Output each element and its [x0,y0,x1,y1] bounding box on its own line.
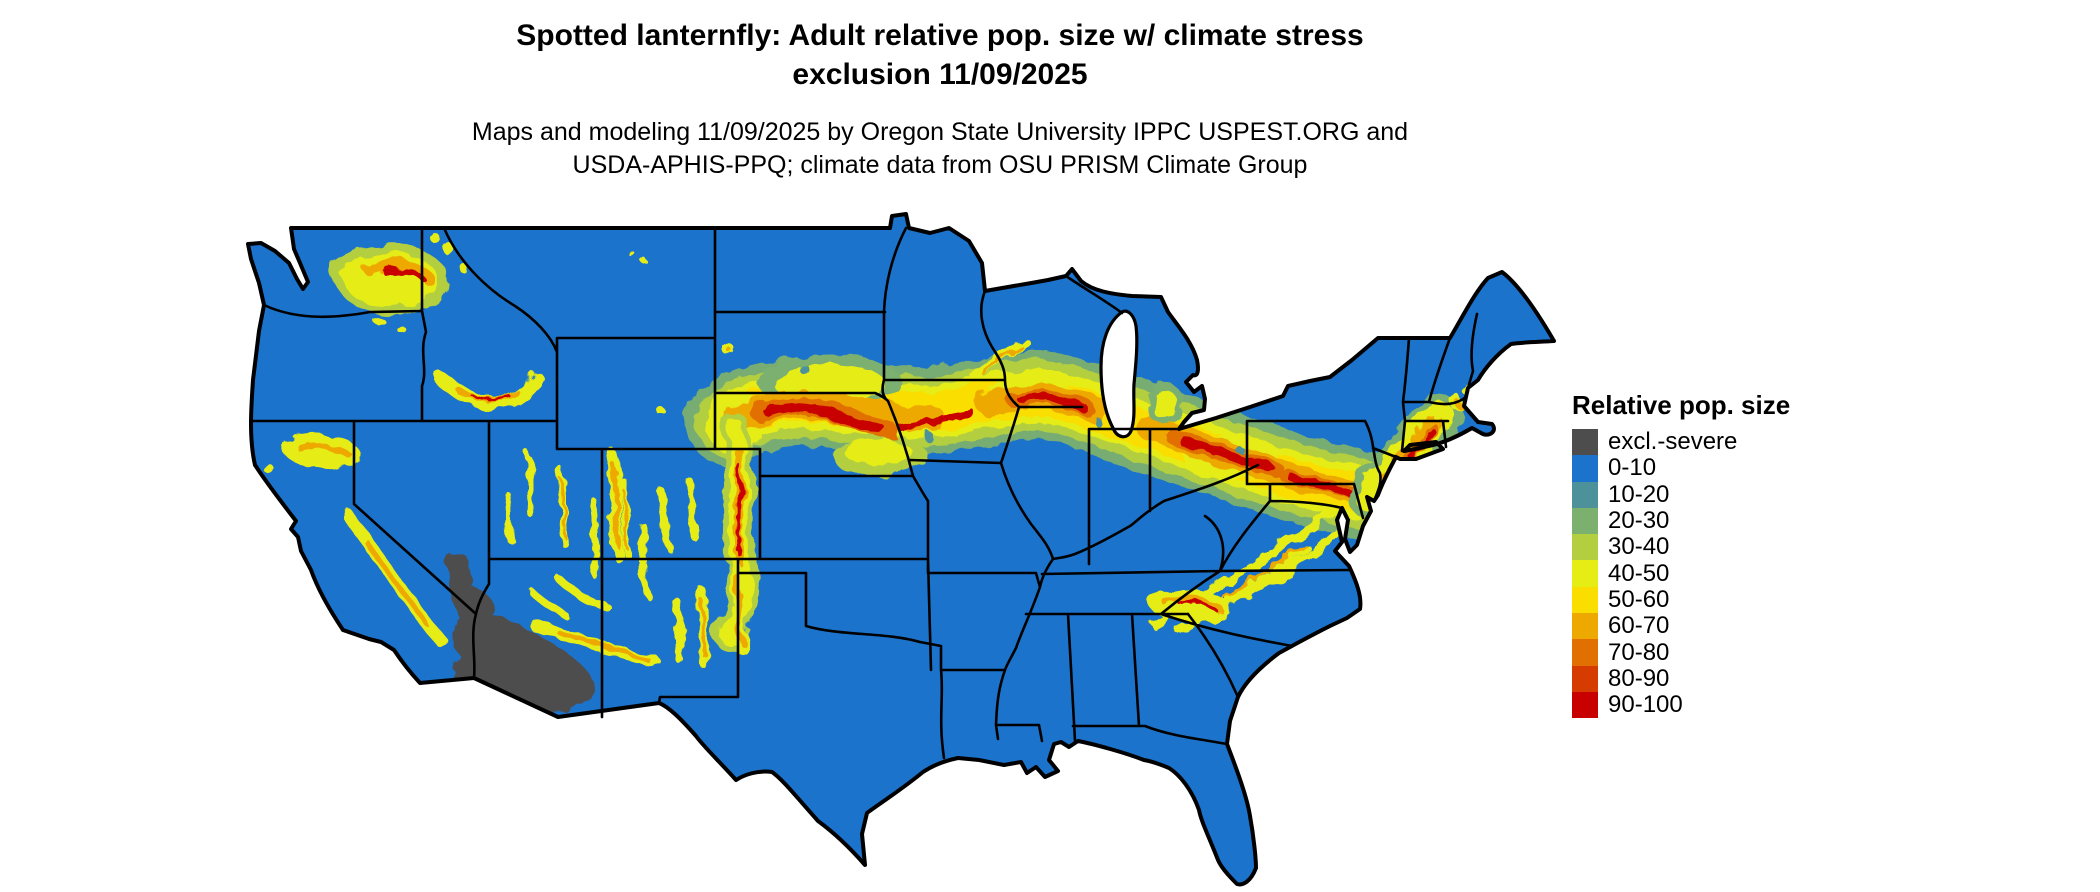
legend-item: 0-10 [1572,454,1812,482]
map-base [248,214,1554,885]
legend-item: 60-70 [1572,612,1812,640]
legend-swatch [1572,665,1598,692]
legend-label: 0-10 [1608,454,1657,482]
legend-item: 10-20 [1572,480,1812,508]
legend-item: 20-30 [1572,507,1812,535]
legend-label: 20-30 [1608,507,1670,535]
legend-swatch [1572,560,1598,587]
legend-item: 70-80 [1572,638,1812,666]
us-map [230,170,1560,890]
exclusion-region [447,553,594,720]
legend-swatch [1572,507,1598,535]
us-map-svg [246,212,1556,887]
legend-label: excl.-severe [1608,428,1738,456]
legend: Relative pop. size excl.-severe 0-10 10-20… [1572,390,1812,719]
legend-label: 60-70 [1608,612,1670,640]
legend-item: 90-100 [1572,691,1812,719]
legend-item: 40-50 [1572,559,1812,587]
legend-title: Relative pop. size [1572,390,1791,420]
title-line-1: Spotted lanternfly: Adult relative pop. … [516,19,1364,52]
subtitle-line-2: USDA-APHIS-PPQ; climate data from OSU PR… [572,151,1308,179]
legend-items: excl.-severe 0-10 10-20 20-30 30-40 40-50 50-6… [1572,428,1812,719]
legend-swatch [1572,534,1598,561]
figure-subtitle: Maps and modeling 11/09/2025 by Oregon S… [140,116,1740,182]
legend-label: 30-40 [1608,533,1670,561]
figure-title: Spotted lanternfly: Adult relative pop. … [140,16,1740,94]
lake-michigan [1099,309,1139,439]
legend-item: 80-90 [1572,664,1812,692]
legend-label: 90-100 [1608,691,1683,719]
title-line-2: exclusion 11/09/2025 [792,58,1088,91]
legend-swatch [1572,481,1598,508]
legend-item: 30-40 [1572,533,1812,561]
legend-label: 80-90 [1608,664,1670,692]
legend-label: 10-20 [1608,480,1670,508]
legend-label: 40-50 [1608,559,1670,587]
legend-swatch [1572,639,1598,666]
legend-label: 70-80 [1608,638,1670,666]
legend-swatch [1572,455,1598,482]
legend-swatch [1572,586,1598,614]
legend-swatch [1572,613,1598,640]
subtitle-line-1: Maps and modeling 11/09/2025 by Oregon S… [471,118,1409,146]
legend-item: 50-60 [1572,585,1812,614]
legend-item: excl.-severe [1572,428,1812,456]
us-outline [246,212,1556,887]
legend-swatch [1572,691,1598,719]
legend-label: 50-60 [1608,585,1670,613]
state-borders [251,226,1479,760]
legend-swatch [1572,429,1598,456]
